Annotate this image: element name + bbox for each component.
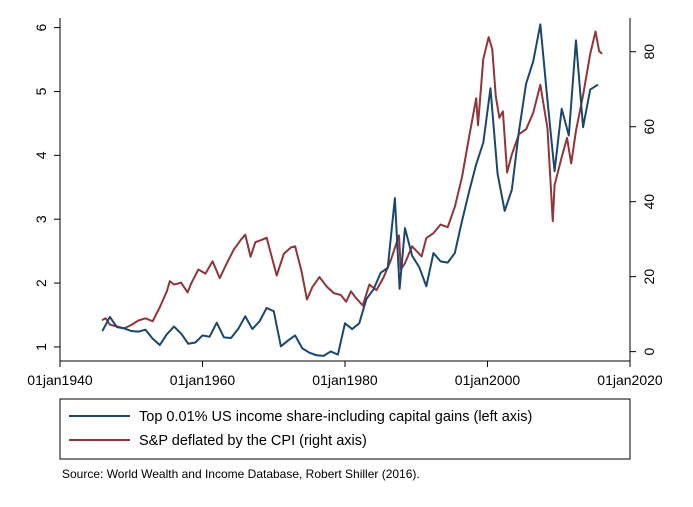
- legend-label-sp-deflated: S&P deflated by the CPI (right axis): [139, 433, 367, 449]
- series-layer: [101, 23, 603, 357]
- legend-label-top-income-share: Top 0.01% US income share-including capi…: [139, 409, 532, 425]
- right-y-tick-label: 0: [641, 348, 657, 356]
- right-y-axis-ticks: 0 20 40 60 80: [630, 44, 657, 356]
- series-line-top-income-share: [101, 23, 599, 357]
- left-y-tick-label: 4: [33, 151, 49, 159]
- right-y-tick-label: 80: [641, 44, 657, 60]
- x-tick-label: 01jan1940: [27, 372, 93, 388]
- left-y-tick-label: 2: [33, 279, 49, 287]
- x-tick-label: 01jan2020: [597, 372, 663, 388]
- left-y-axis-ticks: 1 2 3 4 5 6: [33, 23, 60, 351]
- source-note: Source: World Wealth and Income Database…: [62, 467, 420, 481]
- right-y-tick-label: 20: [641, 269, 657, 285]
- plot-region: [60, 18, 630, 361]
- right-y-tick-label: 60: [641, 119, 657, 135]
- left-y-tick-label: 1: [33, 343, 49, 351]
- legend: Top 0.01% US income share-including capi…: [59, 398, 631, 460]
- legend-box: [59, 398, 631, 460]
- x-tick-label: 01jan1960: [170, 372, 236, 388]
- x-axis-ticks: 01jan1940 01jan1960 01jan1980 01jan2000 01ja…: [27, 361, 663, 388]
- left-y-tick-label: 3: [33, 215, 49, 223]
- x-tick-label: 01jan1980: [312, 372, 378, 388]
- series-line-sp-deflated: [101, 30, 603, 330]
- x-tick-label: 01jan2000: [455, 372, 521, 388]
- right-y-tick-label: 40: [641, 194, 657, 210]
- left-y-tick-label: 6: [33, 23, 49, 31]
- left-y-tick-label: 5: [33, 87, 49, 95]
- plot-background: [60, 18, 630, 361]
